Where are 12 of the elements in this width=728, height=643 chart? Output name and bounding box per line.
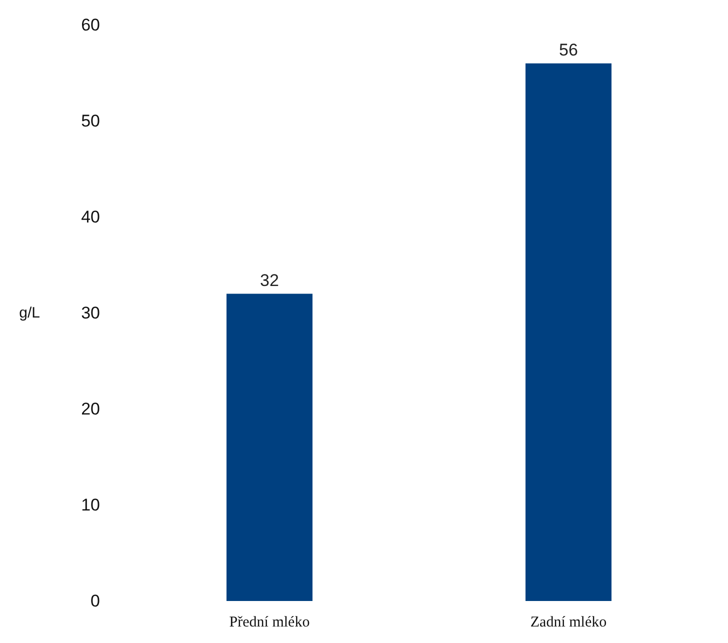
- y-tick-label: 40: [81, 208, 100, 226]
- y-tick-label: 50: [81, 112, 100, 130]
- x-tick-label: Přední mléko: [229, 614, 310, 630]
- data-label: 32: [260, 270, 279, 290]
- y-tick-label: 10: [81, 496, 100, 514]
- y-tick-label: 30: [81, 304, 100, 322]
- y-axis-title: g/L: [19, 304, 40, 322]
- y-tick-label: 60: [81, 16, 100, 34]
- data-label: 56: [559, 40, 578, 60]
- y-tick-label: 0: [90, 592, 100, 610]
- y-tick-label: 20: [81, 400, 100, 418]
- x-tick-label: Zadní mléko: [530, 614, 607, 630]
